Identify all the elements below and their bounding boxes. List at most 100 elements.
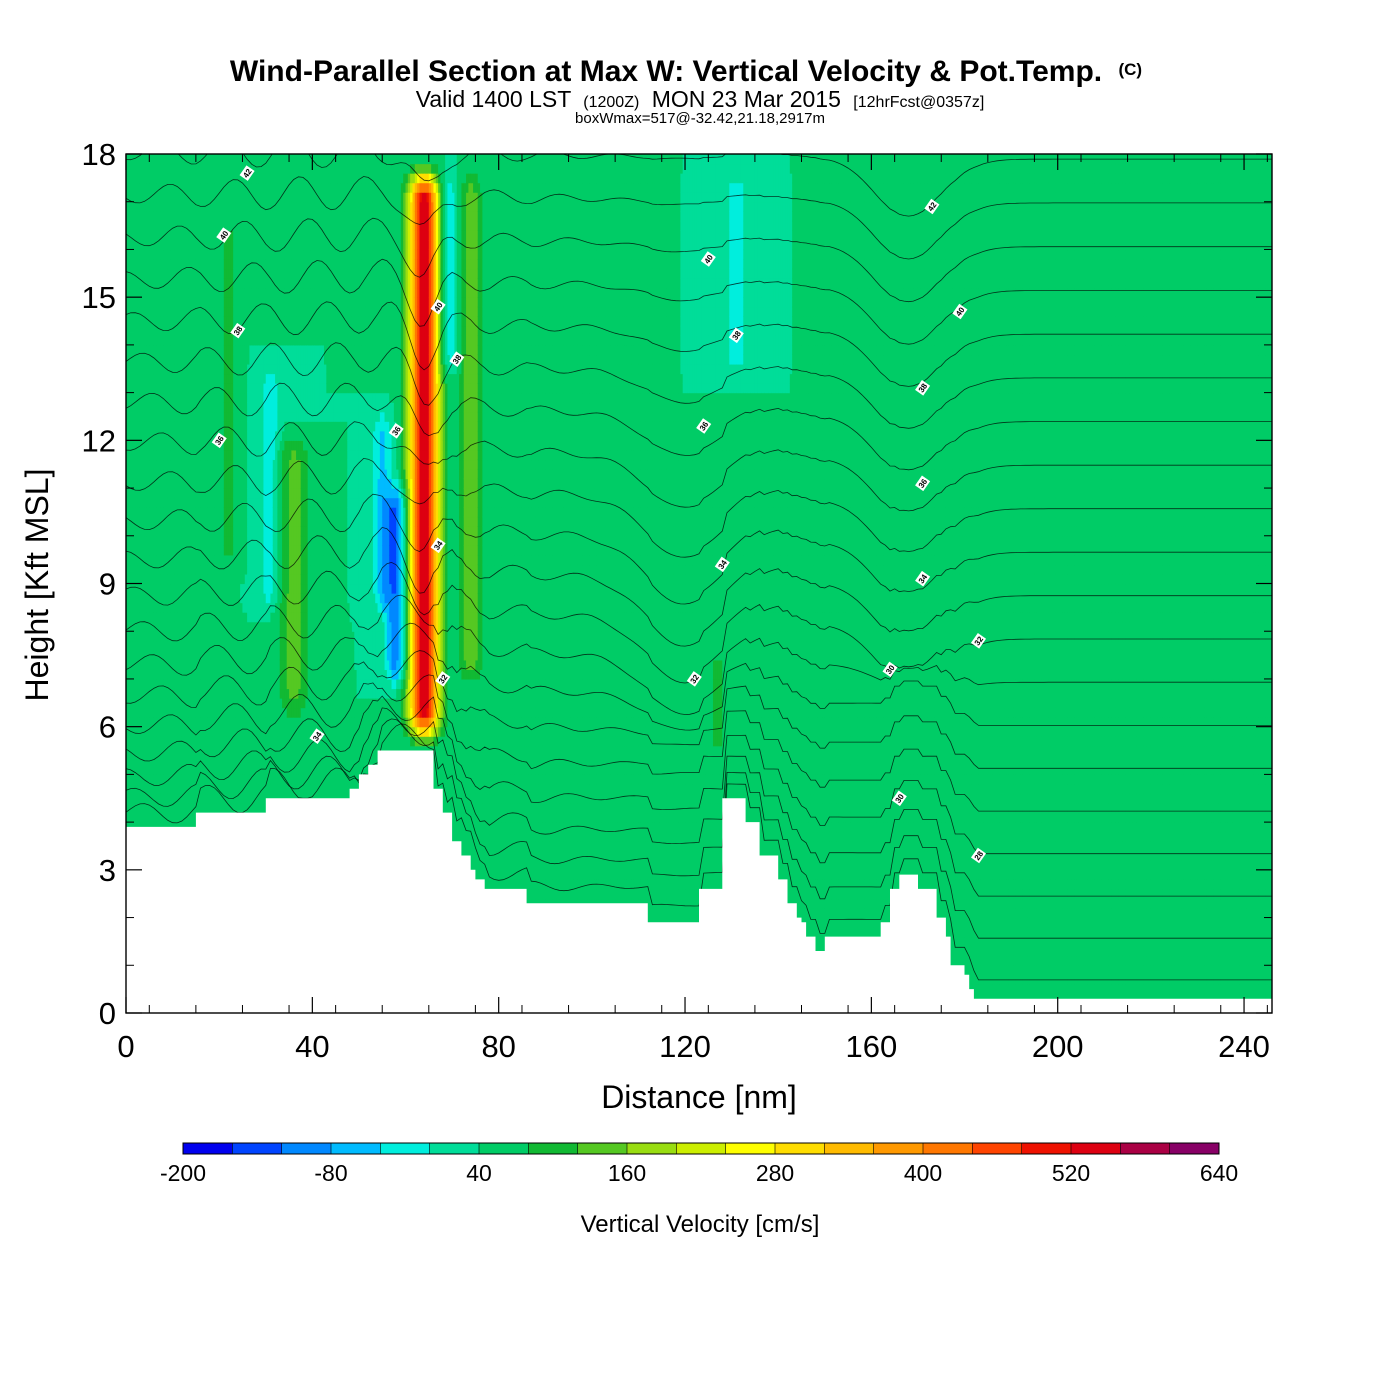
- w-cell: [193, 306, 197, 317]
- w-cell: [142, 258, 146, 270]
- w-cell: [153, 535, 157, 546]
- w-cell: [167, 650, 171, 661]
- w-cell: [174, 220, 178, 231]
- w-cell: [144, 516, 148, 527]
- w-cell: [153, 640, 157, 651]
- w-cell: [170, 678, 174, 690]
- w-cell: [139, 344, 143, 356]
- w-cell: [130, 421, 134, 432]
- w-cell: [174, 211, 178, 222]
- w-cell: [151, 488, 155, 499]
- w-cell: [130, 478, 134, 489]
- w-cell: [191, 430, 195, 441]
- w-cell: [186, 745, 190, 756]
- w-cell: [184, 344, 188, 356]
- w-cell: [186, 726, 190, 737]
- w-cell: [174, 793, 178, 804]
- w-cell: [193, 354, 197, 365]
- w-cell: [195, 297, 199, 308]
- w-cell: [160, 726, 164, 737]
- w-cell: [128, 793, 132, 804]
- w-cell: [132, 678, 136, 690]
- w-cell: [163, 249, 167, 260]
- w-cell: [167, 745, 171, 756]
- w-cell: [137, 631, 141, 642]
- w-cell: [186, 363, 190, 375]
- w-cell: [191, 392, 195, 403]
- w-cell: [149, 344, 153, 356]
- w-cell: [193, 421, 197, 432]
- w-cell: [144, 564, 148, 575]
- w-cell: [139, 478, 143, 489]
- w-cell: [181, 440, 185, 451]
- w-cell: [126, 803, 129, 814]
- w-cell: [135, 411, 139, 422]
- w-cell: [158, 278, 162, 289]
- w-cell: [200, 698, 204, 709]
- w-cell: [139, 812, 143, 823]
- w-cell: [167, 154, 171, 165]
- w-cell: [207, 154, 211, 155]
- w-cell: [146, 774, 150, 785]
- w-cell: [198, 402, 202, 413]
- w-cell: [167, 316, 171, 327]
- w-cell: [126, 459, 129, 470]
- w-cell: [177, 650, 181, 661]
- w-cell: [174, 163, 178, 174]
- w-cell: [153, 659, 157, 670]
- w-cell: [160, 201, 164, 212]
- w-cell: [179, 239, 183, 251]
- w-cell: [132, 497, 136, 508]
- w-cell: [174, 383, 178, 394]
- w-cell: [153, 688, 157, 699]
- w-cell: [181, 411, 185, 422]
- w-cell: [181, 297, 185, 308]
- w-cell: [177, 793, 181, 804]
- w-cell: [200, 154, 204, 155]
- w-cell: [170, 612, 174, 623]
- w-cell: [177, 163, 181, 174]
- w-cell: [139, 612, 143, 623]
- w-cell: [167, 220, 171, 231]
- w-cell: [184, 573, 188, 585]
- w-cell: [156, 421, 160, 432]
- w-cell: [156, 803, 160, 814]
- w-cell: [144, 755, 148, 766]
- w-cell: [195, 182, 199, 193]
- w-cell: [195, 793, 199, 804]
- w-cell: [160, 182, 164, 193]
- w-cell: [170, 631, 174, 642]
- w-cell: [184, 650, 188, 661]
- w-cell: [181, 640, 185, 651]
- w-cell: [160, 230, 164, 241]
- w-cell: [137, 602, 141, 613]
- w-cell: [139, 325, 143, 336]
- w-cell: [177, 392, 181, 403]
- w-cell: [149, 488, 153, 499]
- w-cell: [139, 297, 143, 308]
- w-cell: [195, 650, 199, 661]
- w-cell: [137, 335, 141, 346]
- w-cell: [179, 631, 183, 642]
- w-cell: [165, 239, 169, 251]
- w-cell: [167, 383, 171, 394]
- w-cell: [137, 449, 141, 461]
- w-cell: [170, 182, 174, 193]
- w-cell: [198, 717, 202, 728]
- w-cell: [151, 659, 155, 670]
- w-cell: [153, 383, 157, 394]
- w-cell: [184, 335, 188, 346]
- w-cell: [195, 459, 199, 470]
- w-cell: [135, 335, 139, 346]
- w-cell: [191, 201, 195, 212]
- w-cell: [153, 230, 157, 241]
- w-cell: [165, 631, 169, 642]
- w-cell: [130, 154, 134, 155]
- w-cell: [179, 163, 183, 174]
- w-cell: [146, 316, 150, 327]
- w-cell: [179, 688, 183, 699]
- w-cell: [137, 736, 141, 747]
- w-cell: [158, 173, 162, 184]
- w-cell: [186, 755, 190, 766]
- w-cell: [142, 316, 146, 327]
